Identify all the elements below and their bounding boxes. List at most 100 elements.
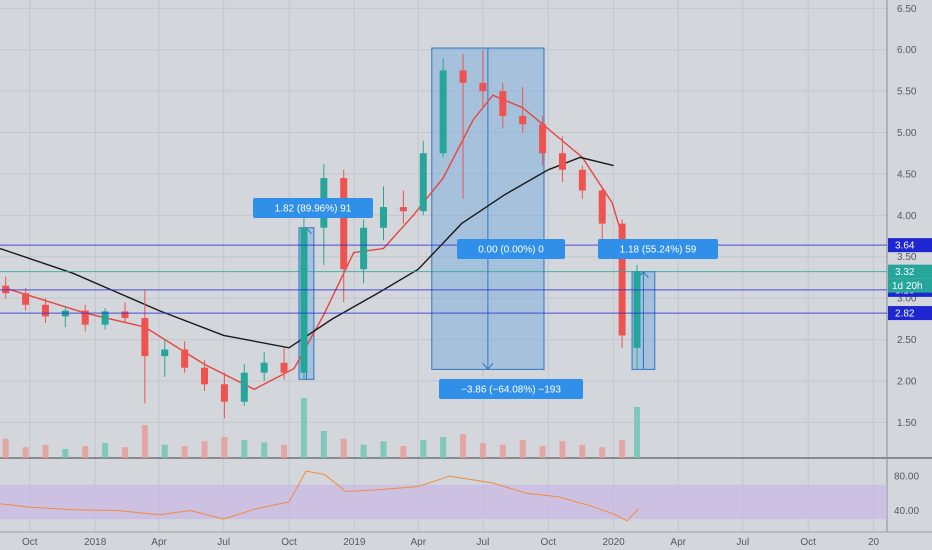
volume-bar: [479, 443, 486, 458]
rsi-pane: 80.00 40.00: [0, 470, 919, 522]
measure-label-bottom-text: −3.86 (−64.08%) −193: [461, 385, 561, 396]
volume-bar: [320, 431, 327, 458]
price-tag-bg: [888, 264, 932, 279]
candle-body: [240, 372, 248, 402]
volume-bar: [221, 437, 228, 458]
measure-box[interactable]: [431, 47, 545, 371]
time-tick-label: Oct: [22, 537, 38, 548]
volume-bar: [62, 449, 69, 458]
candle: [539, 115, 547, 166]
volume-bar: [201, 441, 208, 458]
volume-bar: [82, 446, 89, 458]
price-tick-label: 3.50: [897, 252, 917, 263]
candle: [340, 169, 348, 303]
candles: [2, 49, 641, 419]
price-tag-text: 2.82: [895, 309, 915, 320]
candle-body: [101, 311, 109, 325]
price-tick-label: 1.50: [897, 418, 917, 429]
time-tick-label: Apr: [151, 537, 167, 548]
countdown-tag-text: 1d 20h: [892, 281, 923, 292]
candle: [101, 308, 109, 330]
time-tick-label: Jul: [477, 537, 490, 548]
candle-body: [399, 207, 407, 212]
arrow-down-icon: [482, 363, 494, 371]
time-axis[interactable]: Oct 2018 Apr Jul Oct 2019 Apr Jul Oct 2020 Apr Jul O…: [0, 531, 932, 548]
volume-bar: [181, 446, 188, 458]
volume-bar: [22, 447, 29, 458]
candle-body: [300, 227, 308, 373]
volume-bar: [161, 444, 168, 458]
candle: [280, 347, 288, 380]
candle-body: [379, 207, 387, 228]
candle-body: [479, 82, 487, 92]
candle-body: [459, 70, 467, 83]
candle-body: [578, 169, 586, 191]
candle: [379, 186, 387, 241]
measure-label: 1.82 (89.96%) 91: [253, 198, 373, 218]
candle: [141, 289, 149, 404]
candle: [201, 360, 209, 391]
volume-bar: [2, 438, 9, 458]
volume-bar: [360, 444, 367, 458]
time-tick-label: 2018: [84, 537, 107, 548]
countdown-tag-bg: [888, 278, 932, 293]
time-tick-label: Oct: [281, 537, 297, 548]
candle-body: [360, 227, 368, 270]
price-tag-bg: [888, 306, 932, 321]
candle-body: [439, 70, 447, 154]
candle: [618, 219, 626, 348]
volume-bar: [102, 443, 109, 458]
volume-bar: [42, 444, 49, 458]
candle-body: [201, 367, 209, 385]
volume-bar: [599, 447, 606, 458]
price-tick-label: 6.50: [897, 4, 917, 15]
price-tag-text: 3.32: [895, 267, 915, 278]
measure-label-text: 0.00 (0.00%) 0: [478, 245, 544, 256]
time-tick-label: 20: [868, 537, 880, 548]
candle: [519, 86, 527, 133]
candle: [419, 140, 427, 216]
price-tick-label: 4.00: [897, 211, 917, 222]
rsi-band: [0, 484, 887, 520]
candle: [161, 339, 169, 377]
candle-body: [633, 271, 641, 348]
measure-label-bg: [457, 239, 565, 259]
price-tag: 3.64: [888, 238, 932, 253]
price-tick-label: 4.50: [897, 169, 917, 180]
time-tick-label: 2019: [343, 537, 366, 548]
rsi-tick-label: 80.00: [894, 472, 919, 483]
candle-body: [598, 190, 606, 224]
candle-body: [161, 349, 169, 357]
price-tick-label: 2.00: [897, 376, 917, 387]
price-tag: 2.82: [888, 306, 932, 321]
volume-bar: [519, 440, 526, 458]
volume-bar: [141, 425, 148, 458]
price-tag-bg: [888, 238, 932, 253]
measure-label-text: 1.82 (89.96%) 91: [275, 204, 352, 215]
volume-bar: [634, 407, 641, 458]
candle: [61, 306, 69, 328]
volume-bar: [440, 437, 447, 458]
price-tag-text: 3.64: [895, 241, 915, 252]
candle-body: [141, 318, 149, 357]
price-tag: 3.32 1d 20h: [888, 264, 932, 293]
time-tick-label: Jul: [217, 537, 230, 548]
candle: [2, 276, 10, 299]
candle: [633, 265, 641, 369]
candle-body: [220, 384, 228, 402]
candle-body: [41, 304, 49, 317]
candle-body: [340, 178, 348, 270]
candle: [399, 190, 407, 224]
moving-average-line: [5, 94, 628, 391]
candle-body: [499, 91, 507, 116]
rsi-line: [0, 470, 639, 522]
volume-bar: [579, 444, 586, 458]
candle-body: [539, 124, 547, 154]
volume-bar: [261, 442, 268, 458]
candle: [459, 53, 467, 199]
moving-average-line: [0, 156, 614, 349]
price-axis[interactable]: 6.50 6.00 5.50 5.00 4.50 4.00 3.50 3.00 2.50 2.00…: [897, 4, 917, 429]
volume-bar: [281, 444, 288, 458]
volume-bar: [340, 438, 347, 458]
